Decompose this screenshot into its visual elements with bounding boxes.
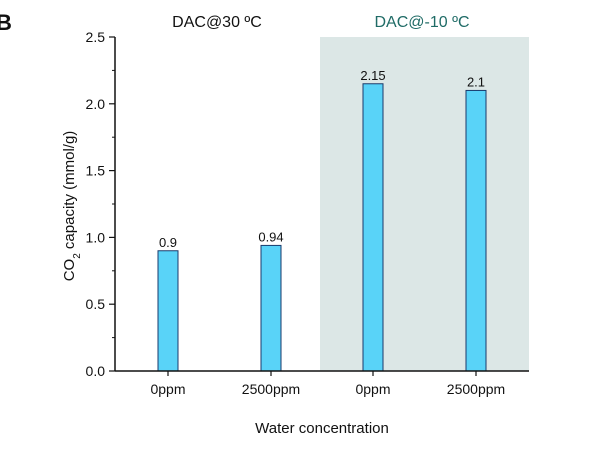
x-tick-label-2: 0ppm — [355, 381, 390, 397]
low-temperature-shaded-region — [320, 37, 529, 371]
bar-2 — [260, 244, 282, 372]
panel-label: B — [0, 10, 12, 35]
bar-value-label-4: 2.1 — [467, 74, 485, 89]
group-title-2: DAC@-10 ºC — [375, 14, 470, 31]
y-axis-title-post: capacity (mmol/g) — [61, 131, 78, 254]
bar-value-label-2: 0.94 — [258, 229, 283, 244]
y-tick-label-0: 0.0 — [86, 363, 106, 379]
y-tick-label-5: 2.5 — [86, 29, 106, 45]
bar-3 — [362, 83, 384, 372]
x-axis-title: Water concentration — [255, 420, 389, 437]
y-tick-label-2: 1.0 — [86, 229, 106, 245]
y-axis-title-pre: CO — [61, 259, 78, 282]
x-tick-label-1: 2500ppm — [242, 381, 300, 397]
bar-value-label-3: 2.15 — [360, 68, 385, 83]
y-tick-label-3: 1.5 — [86, 163, 106, 179]
bar-4 — [465, 89, 487, 372]
x-tick-label-0: 0ppm — [150, 381, 185, 397]
y-tick-label-1: 0.5 — [86, 296, 106, 312]
bar-value-label-1: 0.9 — [159, 235, 177, 250]
bar-1 — [157, 250, 179, 372]
y-tick-label-4: 2.0 — [86, 96, 106, 112]
x-tick-label-3: 2500ppm — [447, 381, 505, 397]
y-axis-title: CO2 capacity (mmol/g) — [61, 131, 83, 282]
group-title-1: DAC@30 ºC — [172, 14, 262, 31]
y-axis-title-sub: 2 — [72, 253, 83, 259]
